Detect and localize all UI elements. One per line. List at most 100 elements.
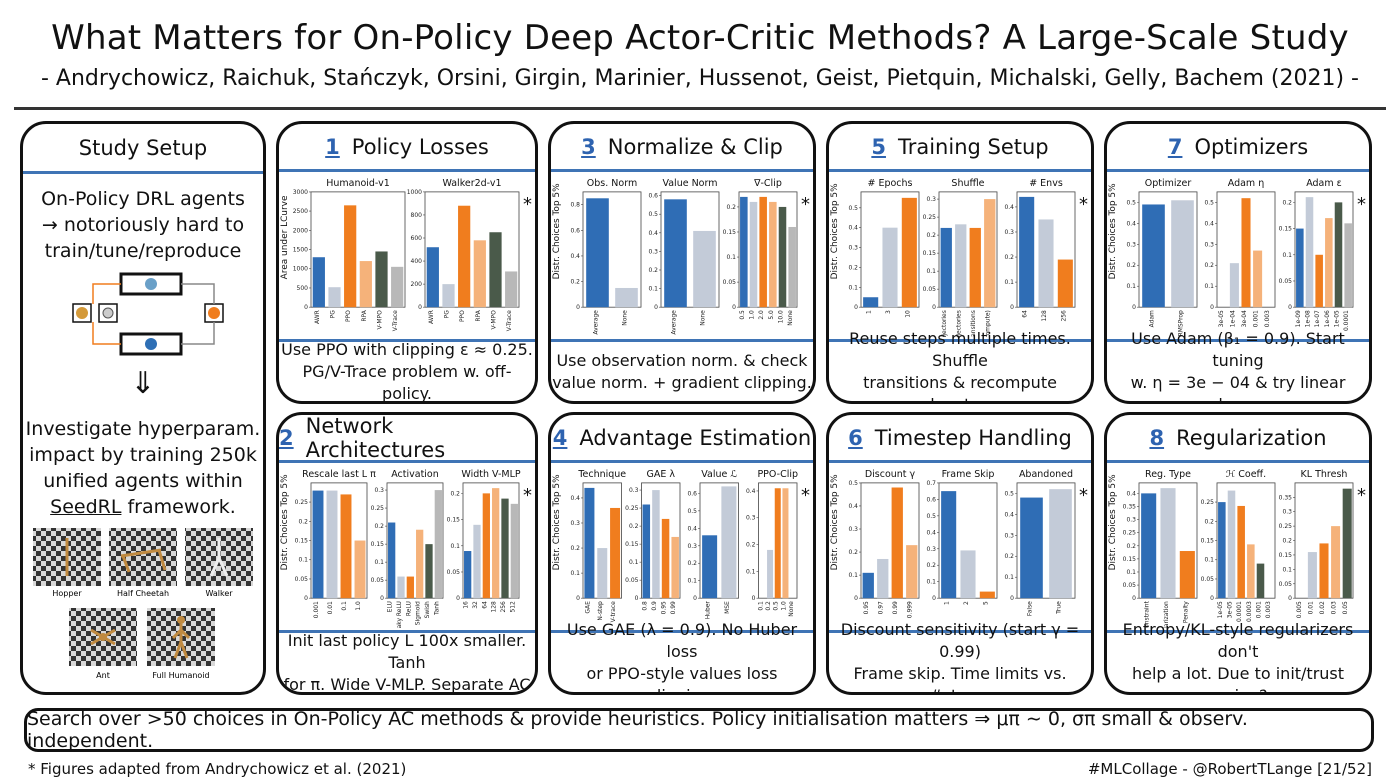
bar-0-97 (877, 558, 889, 599)
subplot-title-gae: GAE λ (646, 469, 675, 480)
bar-ppo (344, 205, 357, 308)
y-tick-label: 0.25 (1123, 530, 1137, 537)
y-axis-label: Distr. Choices Top 5% (1108, 183, 1118, 279)
x-tick-label: 0.01 (327, 601, 334, 614)
y-tick-label: 0.4 (1004, 511, 1014, 518)
y-tick-label: 2000 (293, 227, 308, 234)
y-tick-label: 0.25 (295, 499, 309, 506)
x-tick-label: 256 (1060, 310, 1067, 322)
y-tick-label: 0.4 (926, 529, 936, 536)
summary-box: Search over >50 choices in On-Policy AC … (24, 708, 1374, 752)
bar-1-0 (749, 201, 758, 308)
y-tick-label: 0.2 (648, 267, 658, 274)
y-tick-label: 0.1 (1282, 566, 1292, 573)
subplot-title-walker2d-v1: Walker2d-v1 (442, 178, 501, 189)
x-tick-label: 0.0001 (1236, 601, 1243, 622)
subplot-title-frame-skip: Frame Skip (942, 469, 995, 480)
subplot-frame (1216, 482, 1276, 599)
bar-awr (312, 257, 325, 308)
x-tick-label: N-step (597, 601, 604, 621)
x-tick-label: 1e-08 (1304, 310, 1311, 327)
subplot-title-kl-thresh: KL Thresh (1301, 469, 1348, 480)
y-tick-label: 0.1 (570, 570, 580, 577)
y-axis-label: Distr. Choices Top 5% (830, 474, 840, 570)
panel-timestep-handling: 6 Timestep Handling Distr. Choices Top 5%… (826, 412, 1094, 695)
bar-average (664, 199, 687, 308)
y-tick-label: 0.2 (1004, 254, 1014, 261)
bar-5-0 (769, 201, 777, 308)
x-tick-label: 0.99 (892, 601, 899, 614)
bar-0-0001 (1344, 223, 1352, 308)
y-tick-label: 0.05 (447, 569, 461, 576)
bar-128 (1038, 219, 1054, 308)
timestep-handling-chart: Distr. Choices Top 5% Discount γ 0 0.1 0.2 0.… (829, 465, 1091, 628)
bar-1e-05 (1334, 202, 1343, 308)
y-tick-label: 0.2 (746, 542, 756, 549)
asterisk-mark: * (1357, 194, 1366, 215)
y-tick-label: 0.3 (570, 520, 580, 527)
x-tick-label: Huber (705, 601, 712, 620)
subplot-title-clip: ∇-Clip (753, 178, 782, 189)
full-humanoid-thumbnail: Full Humanoid (147, 608, 215, 680)
bar-512 (510, 503, 518, 599)
y-tick-label: 0.6 (687, 490, 697, 497)
x-tick-label: 2.0 (758, 310, 765, 320)
y-tick-label: 0.1 (1282, 252, 1292, 259)
panel-title: Timestep Handling (874, 425, 1072, 450)
y-tick-label: 0.4 (848, 503, 858, 510)
panel-training-setup: 5 Training Setup Distr. Choices Top 5% # E… (826, 121, 1094, 404)
x-tick-label: 0.0003 (1246, 601, 1253, 622)
subplot-title-adam: Adam ε (1306, 178, 1342, 189)
bar-3e-05 (1227, 490, 1236, 599)
subplot-frame (582, 191, 642, 308)
y-tick-label: 0.3 (1282, 509, 1292, 516)
takeaway-line-1: Init last policy L 100x smaller. Tanh (287, 630, 527, 672)
x-tick-label: 1e-05 (1217, 601, 1224, 618)
bar-0-001 (1253, 250, 1263, 308)
x-tick-label: PG (329, 310, 336, 319)
x-tick-label: V-MPO (490, 310, 497, 330)
y-tick-label: 200 (411, 281, 423, 288)
y-tick-label: 0.15 (371, 541, 385, 548)
x-tick-label: 0.1 (757, 601, 764, 611)
y-tick-label: 0 (752, 595, 756, 602)
y-tick-label: 0.2 (450, 490, 460, 497)
seedrl-link[interactable]: SeedRL (50, 496, 122, 518)
y-tick-label: 0.5 (848, 205, 858, 212)
y-tick-label: 0.1 (1126, 569, 1136, 576)
y-tick-label: 0.2 (1282, 199, 1292, 206)
subplot-title-abandoned: Abandoned (1019, 469, 1073, 480)
bar-none (615, 287, 638, 308)
y-tick-label: 0.2 (1004, 553, 1014, 560)
y-tick-label: 0.1 (848, 284, 858, 291)
y-tick-label: 0 (576, 304, 580, 311)
x-tick-label: 128 (491, 601, 498, 613)
bar-adam (1142, 204, 1165, 308)
x-tick-label: V-Trace (506, 310, 513, 331)
bar-0-99 (891, 487, 903, 599)
subplot-title-obs-norm: Obs. Norm (587, 178, 637, 189)
y-tick-label: 0.3 (1126, 517, 1136, 524)
subplot-title-epochs: # Epochs (867, 178, 912, 189)
policy-losses-chart: Area under LCurve Humanoid-v1 0 500 1000 1500… (279, 174, 535, 337)
rl-loop-diagram (72, 272, 224, 356)
bar-0-2 (767, 549, 774, 599)
bar-1e-09 (1296, 228, 1304, 308)
x-tick-label: Constraint (1144, 601, 1151, 628)
y-tick-label: 0.3 (926, 196, 936, 203)
setup-intro: On-Policy DRL agents → notoriously hard … (23, 186, 263, 264)
y-tick-label: 0.4 (1004, 204, 1014, 211)
x-tick-label: 1 (866, 310, 873, 314)
y-tick-label: 600 (411, 235, 423, 242)
y-tick-label: 0.3 (648, 248, 658, 255)
y-tick-label: 0.2 (687, 560, 697, 567)
subplot-title-activation: Activation (391, 469, 439, 480)
y-tick-label: 500 (297, 285, 309, 292)
y-tick-label: 1500 (293, 247, 308, 254)
y-tick-label: 0.7 (926, 480, 936, 487)
subplot-title-ppo-clip: PPO-Clip (757, 469, 798, 480)
bar-none (693, 230, 716, 308)
y-axis-label: Distr. Choices Top 5% (552, 183, 562, 279)
y-tick-label: 0.4 (570, 495, 580, 502)
bar-0-02 (1319, 543, 1329, 599)
